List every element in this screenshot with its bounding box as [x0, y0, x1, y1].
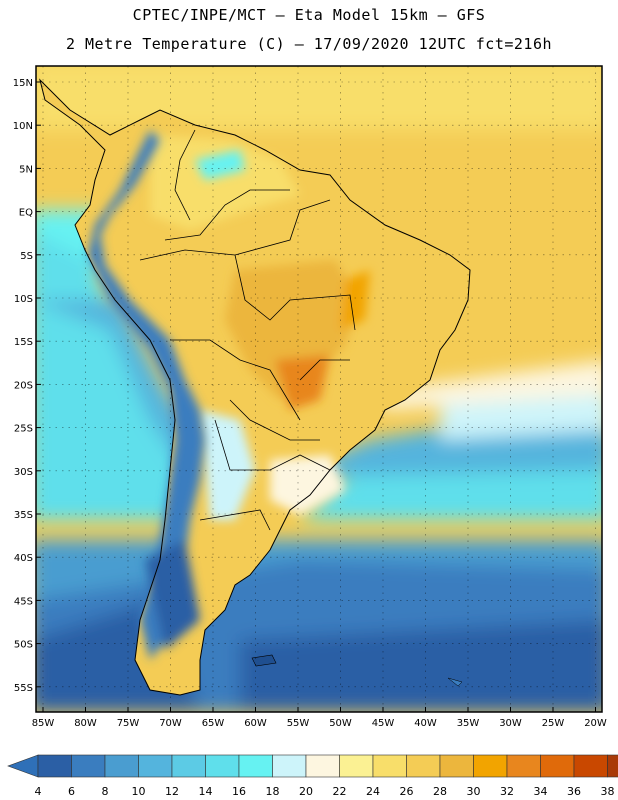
colorbar-swatch — [104, 754, 139, 778]
colorbar-swatch — [171, 754, 206, 778]
temperature-field — [36, 66, 602, 712]
latitude-labels: 15N 10N 5N EQ 5S 10S 15S 20S 25S 30S 35S 40S 45S 50S 5… — [13, 78, 33, 694]
colorbar-swatch — [205, 754, 240, 778]
lon-tick-label: 20W — [584, 718, 607, 729]
colorbar-label: 14 — [199, 785, 213, 798]
lat-tick-label: 25S — [14, 424, 33, 435]
map-frame — [35, 65, 603, 713]
lat-tick-label: 40S — [14, 553, 33, 564]
colorbar-swatch — [372, 754, 407, 778]
south-georgia — [447, 677, 463, 687]
lat-tick-label: 5S — [20, 251, 33, 262]
lat-tick-label: 10N — [13, 121, 33, 132]
lon-tick-label: 70W — [159, 718, 182, 729]
colorbar-label: 30 — [467, 785, 481, 798]
chart-subtitle: 2 Metre Temperature (C) – 17/09/2020 12U… — [65, 35, 553, 53]
south-america-land — [40, 80, 470, 695]
colorbar-label: 10 — [132, 785, 146, 798]
colorbar: 4 6 8 10 12 14 16 18 20 22 24 26 28 30 32 34 36 38 — [7, 754, 618, 798]
lon-tick-label: 30W — [499, 718, 522, 729]
colorbar-swatch — [238, 754, 273, 778]
lat-tick-label: 20S — [14, 380, 33, 391]
colorbar-label: 12 — [165, 785, 179, 798]
lat-tick-label: 10S — [14, 294, 33, 305]
lat-tick-label: 50S — [14, 640, 33, 651]
lat-tick-label: 45S — [14, 596, 33, 607]
colorbar-label: 22 — [333, 785, 347, 798]
lon-tick-label: 75W — [117, 718, 140, 729]
hot-spot — [275, 355, 330, 410]
colorbar-label: 16 — [232, 785, 246, 798]
chart-title: CPTEC/INPE/MCT – Eta Model 15km – GFS — [132, 6, 486, 24]
colorbar-label: 36 — [567, 785, 581, 798]
lon-tick-label: 60W — [244, 718, 267, 729]
lon-tick-label: 65W — [202, 718, 225, 729]
coastline — [39, 78, 471, 696]
colorbar-swatch — [37, 754, 72, 778]
lat-tick-label: EQ — [19, 208, 33, 219]
lat-tick-label: 30S — [14, 467, 33, 478]
colorbar-label: 18 — [266, 785, 280, 798]
colorbar-swatch — [138, 754, 173, 778]
lon-tick-label: 40W — [414, 718, 437, 729]
central-brazil-warm — [225, 260, 360, 400]
south-mild — [270, 455, 345, 515]
colorbar-swatch — [71, 754, 106, 778]
lat-tick-label: 55S — [14, 683, 33, 694]
colorbar-swatch — [506, 754, 541, 778]
tropical-band — [36, 66, 602, 130]
lat-tick-label: 15S — [14, 337, 33, 348]
country-borders — [139, 129, 356, 531]
north-land-mild — [150, 135, 300, 230]
colorbar-label: 24 — [366, 785, 380, 798]
lat-tick-label: 5N — [19, 164, 33, 175]
colorbar-label: 28 — [433, 785, 447, 798]
colorbar-label: 20 — [299, 785, 313, 798]
colorbar-label: 34 — [534, 785, 548, 798]
colorbar-label: 6 — [68, 785, 75, 798]
colorbar-swatch — [406, 754, 441, 778]
colorbar-swatch — [305, 754, 340, 778]
lon-tick-label: 55W — [287, 718, 310, 729]
colorbar-swatch — [439, 754, 474, 778]
colorbar-low-arrow — [7, 754, 39, 778]
lat-tick-label: 35S — [14, 510, 33, 521]
falklands — [251, 654, 277, 667]
colorbar-swatch — [540, 754, 575, 778]
graticule — [36, 66, 602, 712]
colorbar-label: 4 — [35, 785, 42, 798]
lon-tick-label: 45W — [372, 718, 395, 729]
colorbar-swatch — [272, 754, 307, 778]
colorbar-label: 26 — [400, 785, 414, 798]
colorbar-swatch — [473, 754, 508, 778]
longitude-labels: 85W 80W 75W 70W 65W 60W 55W 50W 45W 40W 35W 30W 25W 2… — [32, 718, 607, 729]
colorbar-swatch — [607, 754, 618, 778]
lon-tick-label: 25W — [542, 718, 565, 729]
andes-ridge — [88, 130, 205, 660]
lat-tick-label: 15N — [13, 78, 33, 89]
colorbar-swatch — [573, 754, 608, 778]
colorbar-label: 32 — [500, 785, 514, 798]
colorbar-label: 8 — [102, 785, 109, 798]
colorbar-swatch — [339, 754, 374, 778]
lon-tick-label: 85W — [32, 718, 55, 729]
lon-tick-label: 50W — [329, 718, 352, 729]
lon-tick-label: 35W — [457, 718, 480, 729]
lon-tick-label: 80W — [74, 718, 97, 729]
colorbar-label: 38 — [601, 785, 615, 798]
